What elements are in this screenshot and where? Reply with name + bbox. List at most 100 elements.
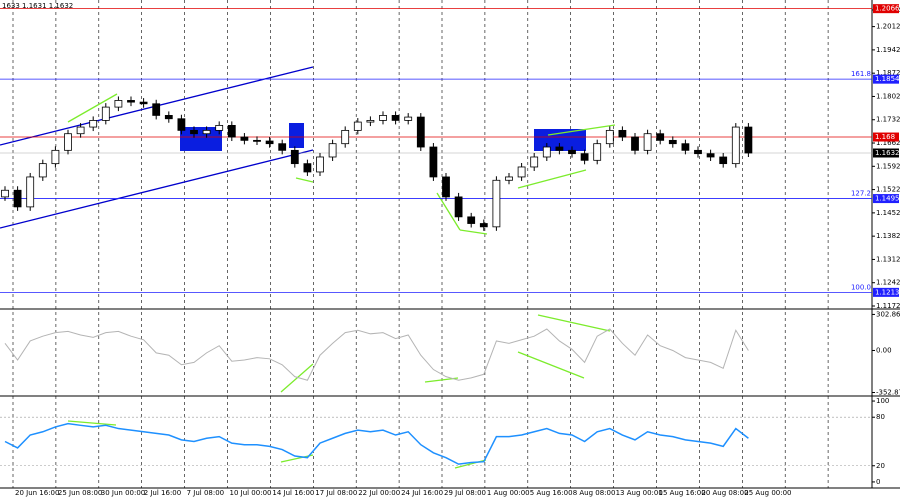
candle-body (605, 129, 614, 145)
candle-body (341, 129, 350, 145)
candle-body (240, 136, 249, 141)
candle-body (744, 126, 753, 154)
divergence-line (67, 420, 117, 426)
y-tick-label: 0 (876, 478, 880, 486)
y-tick-label: 20 (876, 462, 885, 470)
candle-body (303, 163, 312, 173)
divergence-line (67, 93, 118, 123)
price-level-label: 1.168 (875, 133, 895, 141)
candle-body (681, 143, 690, 151)
candle-body (253, 139, 261, 142)
x-tick-label: 20 Jun 16:00 (15, 489, 59, 497)
candle-body (391, 115, 400, 121)
candle-body (1, 189, 9, 198)
x-tick-label: 7 Jul 08:00 (187, 489, 225, 497)
price-level-box (873, 74, 899, 84)
candle-body (89, 120, 98, 128)
candle-body (139, 101, 148, 105)
channel-lower (0, 149, 314, 229)
candle-body (517, 166, 526, 178)
price-level-label: 1.1854 (875, 75, 900, 83)
x-tick-label: 25 Aug 00:00 (744, 489, 791, 497)
divergence-line (537, 314, 611, 332)
candle-body (316, 156, 324, 173)
candle-body (643, 133, 652, 151)
zone-box (180, 127, 222, 151)
candle-body (731, 126, 740, 165)
candle-body (265, 140, 274, 145)
x-tick-label: 22 Jul 00:00 (358, 489, 400, 497)
candle-body (467, 216, 476, 224)
candle-body (164, 115, 173, 120)
zone-box (289, 123, 304, 148)
candle-body (706, 153, 715, 158)
candle-body (530, 156, 539, 168)
x-tick-label: 2 Jul 16:00 (144, 489, 182, 497)
price-header: 1633 1.1631 1.1632 (2, 2, 73, 10)
candle-body (404, 116, 413, 121)
y-tick-label: 100 (876, 397, 889, 405)
price-level-box (873, 287, 899, 297)
candle-body (177, 118, 186, 131)
indicator-line (4, 328, 749, 381)
y-tick-label: 1.1242 (876, 279, 900, 287)
x-tick-label: 24 Jul 16:00 (401, 489, 443, 497)
x-tick-label: 5 Aug 16:00 (530, 489, 573, 497)
y-tick-label: 0.00 (876, 346, 892, 354)
fib-label: 161.8 (851, 70, 871, 78)
candle-body (379, 115, 387, 121)
divergence-line (295, 177, 314, 183)
price-level-box (873, 194, 899, 204)
x-tick-label: 30 Jun 00:00 (101, 489, 145, 497)
y-tick-label: 1.1382 (876, 232, 900, 240)
candle-body (353, 121, 362, 131)
candle-body (278, 143, 287, 151)
candle-body (442, 176, 450, 198)
x-tick-label: 1 Aug 00:00 (487, 489, 530, 497)
candle-body (38, 163, 47, 178)
price-level-label: 1.2066 (875, 5, 900, 13)
y-tick-label: 1.2012 (876, 23, 900, 31)
y-tick-label: 1.1732 (876, 116, 900, 124)
candle-body (26, 176, 35, 208)
candle-body (479, 223, 488, 228)
annotations (0, 66, 616, 469)
y-tick-label: 1.1522 (876, 186, 900, 194)
candle-body (719, 156, 728, 165)
y-tick-label: 80 (876, 413, 885, 421)
y-tick-label: 1.1872 (876, 69, 900, 77)
candle-body (593, 143, 602, 161)
indicator-line (4, 422, 749, 465)
fib-label: 100.0 (851, 283, 871, 291)
candle-body (64, 133, 72, 151)
candle-body (505, 176, 513, 181)
candle-body (76, 126, 85, 135)
candle-body (694, 149, 702, 155)
y-tick-label: 1.1662 (876, 139, 900, 147)
candle-body (580, 153, 589, 161)
candle-body (127, 100, 135, 103)
divergence-line (459, 229, 488, 235)
y-tick-label: 1.1172 (876, 302, 900, 310)
candle-body (114, 100, 123, 108)
x-tick-label: 29 Jul 08:00 (444, 489, 486, 497)
candle-body (13, 189, 22, 208)
x-tick-label: 10 Jul 00:00 (230, 489, 272, 497)
fib-label: 127.2 (851, 190, 871, 198)
x-tick-label: 25 Jun 08:00 (58, 489, 102, 497)
y-tick-label: 302.8654 (876, 310, 900, 318)
x-tick-label: 15 Aug 16:00 (659, 489, 706, 497)
x-tick-label: 8 Aug 08:00 (573, 489, 616, 497)
candle-body (215, 124, 224, 131)
candle-body (492, 179, 501, 228)
x-tick-label: 13 Aug 00:00 (616, 489, 663, 497)
divergence-line (436, 192, 461, 231)
divergence-line (280, 454, 314, 463)
divergence-line (517, 169, 587, 189)
candle-body (416, 116, 425, 148)
candle-body (668, 139, 677, 145)
candle-body (227, 124, 236, 138)
divergence-line (517, 351, 585, 379)
